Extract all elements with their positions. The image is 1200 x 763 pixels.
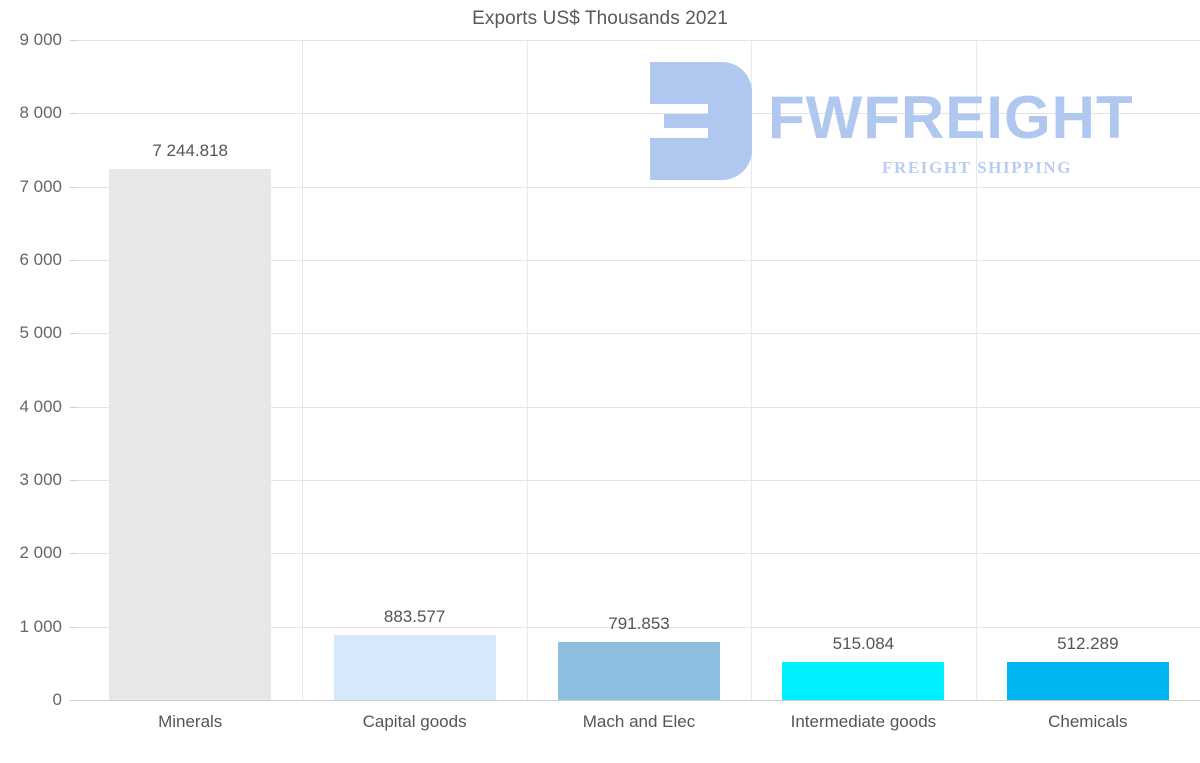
- y-axis-tick-label: 6 000: [19, 250, 62, 269]
- bar[interactable]: [558, 641, 720, 700]
- y-axis-tick-mark: [70, 40, 79, 41]
- y-axis-tick-mark: [70, 553, 79, 555]
- y-axis-tick-label: 4 000: [19, 396, 62, 416]
- bar-value-label: 512.289: [1057, 634, 1119, 654]
- y-axis-tick-mark: [70, 406, 79, 408]
- bar-value-label: 883.577: [383, 607, 446, 627]
- bar[interactable]: [109, 168, 272, 700]
- gridline-vertical: [526, 40, 528, 700]
- y-axis-tick-label: 0: [52, 690, 62, 709]
- gridline-vertical: [751, 40, 753, 700]
- gridline-vertical: [302, 40, 304, 700]
- x-axis-category-label: Capital goods: [362, 712, 467, 731]
- y-axis-tick-label: 7 000: [19, 176, 62, 196]
- gridline-horizontal: [78, 480, 1200, 481]
- gridline-horizontal: [78, 260, 1200, 261]
- bar[interactable]: [782, 662, 945, 700]
- bar[interactable]: [333, 635, 496, 700]
- y-axis-tick-mark: [70, 700, 79, 701]
- gridline-horizontal: [78, 626, 1200, 628]
- x-axis-category-label: Intermediate goods: [790, 712, 937, 731]
- y-axis-tick-label: 1 000: [19, 616, 62, 636]
- y-axis-tick-label: 3 000: [19, 470, 62, 489]
- gridline-vertical: [975, 40, 977, 700]
- bar-value-label: 791.853: [608, 613, 670, 633]
- y-axis-tick-mark: [70, 626, 79, 628]
- chart-title: Exports US$ Thousands 2021: [472, 8, 728, 29]
- axis-baseline: [78, 700, 1200, 701]
- gridline-horizontal: [78, 406, 1200, 408]
- y-axis-tick-label: 9 000: [19, 30, 62, 49]
- gridline-horizontal: [78, 113, 1200, 115]
- y-axis-tick-mark: [70, 186, 79, 188]
- x-axis-category-label: Mach and Elec: [582, 712, 696, 731]
- bar-value-label: 515.084: [832, 634, 895, 654]
- gridline-horizontal: [78, 553, 1200, 555]
- y-axis-tick-mark: [70, 113, 79, 115]
- y-axis-tick-mark: [70, 333, 79, 335]
- gridline-horizontal: [78, 40, 1200, 41]
- y-axis-tick-label: 8 000: [19, 103, 62, 123]
- x-axis-category-label: Chemicals: [1048, 712, 1128, 731]
- y-axis-tick-label: 5 000: [19, 323, 62, 343]
- gridline-horizontal: [78, 333, 1200, 335]
- y-axis-tick-label: 2 000: [19, 543, 62, 563]
- gridline-horizontal: [78, 186, 1200, 188]
- bar-value-label: 7 244.818: [152, 140, 229, 160]
- x-axis-category-label: Minerals: [158, 712, 223, 731]
- y-axis-tick-mark: [70, 480, 79, 481]
- bar[interactable]: [1006, 662, 1169, 700]
- y-axis-tick-mark: [70, 260, 79, 261]
